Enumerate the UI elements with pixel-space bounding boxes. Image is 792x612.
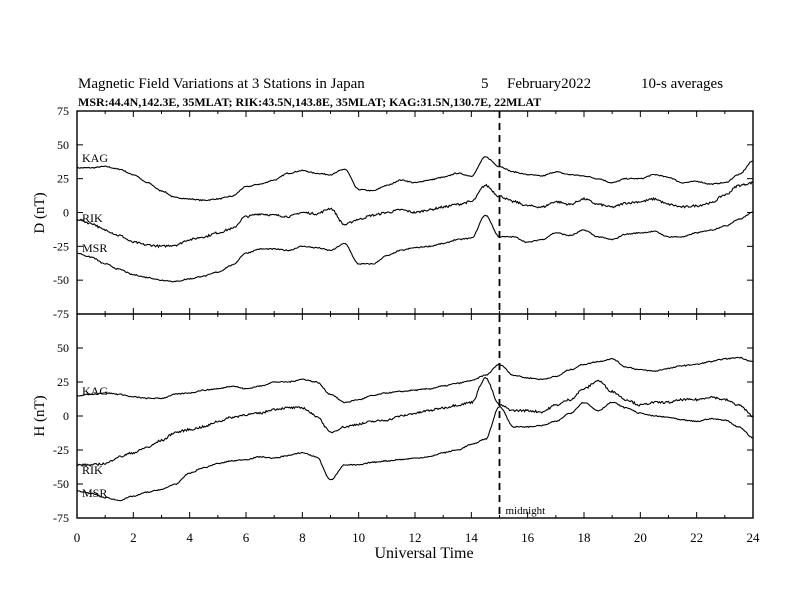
d-panel-ylabel: D (nT) <box>32 192 48 233</box>
series-line-msr <box>76 211 754 283</box>
series-label-kag: KAG <box>82 384 108 398</box>
h-panel: -75 -50 -25 0 25 50 KAG RIK MSR <box>53 314 754 525</box>
y-tick-label: -50 <box>53 273 69 287</box>
date-month-year: February2022 <box>507 76 591 92</box>
stations-info: MSR:44.4N,142.3E, 35MLAT; RIK:43.5N,143.… <box>78 95 541 109</box>
x-tick-label: 12 <box>409 530 422 545</box>
x-tick-label: 4 <box>186 530 193 545</box>
x-tick-label: 20 <box>634 530 647 545</box>
series-line-msr <box>76 401 754 502</box>
series-label-rik: RIK <box>82 463 103 477</box>
h-panel-ylabel: H (nT) <box>32 395 48 436</box>
y-tick-label: 50 <box>57 341 69 355</box>
y-tick-label: -75 <box>53 511 69 525</box>
y-tick-label: 25 <box>57 375 69 389</box>
x-tick-label: 10 <box>352 530 365 545</box>
y-tick-label: -75 <box>53 307 69 321</box>
y-tick-label: -25 <box>53 443 69 457</box>
x-tick-label: 2 <box>130 530 137 545</box>
series-label-msr: MSR <box>82 486 107 500</box>
x-tick-label: 8 <box>299 530 306 545</box>
y-tick-label: -50 <box>53 477 69 491</box>
series-line-kag <box>76 356 754 404</box>
series-label-rik: RIK <box>82 211 103 225</box>
y-tick-label: 0 <box>63 409 69 423</box>
date-day: 5 <box>481 76 489 92</box>
averaging-label: 10-s averages <box>641 76 723 92</box>
d-panel: -75 -50 -25 0 25 50 75 KAG RIK MSR <box>53 104 754 321</box>
x-tick-label: 0 <box>74 530 81 545</box>
x-tick-label: 18 <box>578 530 591 545</box>
x-tick-label: 24 <box>747 530 761 545</box>
series-line-rik <box>76 376 754 467</box>
series-line-kag <box>76 156 754 202</box>
x-tick-label: 22 <box>690 530 703 545</box>
x-axis-label: Universal Time <box>374 545 473 562</box>
y-tick-label: 75 <box>57 104 69 118</box>
series-line-rik <box>76 181 754 249</box>
y-tick-label: 0 <box>63 206 69 220</box>
y-tick-label: -25 <box>53 239 69 253</box>
x-axis: 0 2 4 6 8 10 12 14 16 18 20 22 24 <box>74 530 760 545</box>
x-tick-label: 14 <box>465 530 479 545</box>
midnight-label: midnight <box>506 505 546 517</box>
series-label-msr: MSR <box>82 241 107 255</box>
x-tick-label: 6 <box>243 530 250 545</box>
y-tick-label: 25 <box>57 172 69 186</box>
y-tick-label: 50 <box>57 138 69 152</box>
chart-title: Magnetic Field Variations at 3 Stations … <box>78 76 365 92</box>
series-label-kag: KAG <box>82 151 108 165</box>
x-tick-label: 16 <box>521 530 535 545</box>
